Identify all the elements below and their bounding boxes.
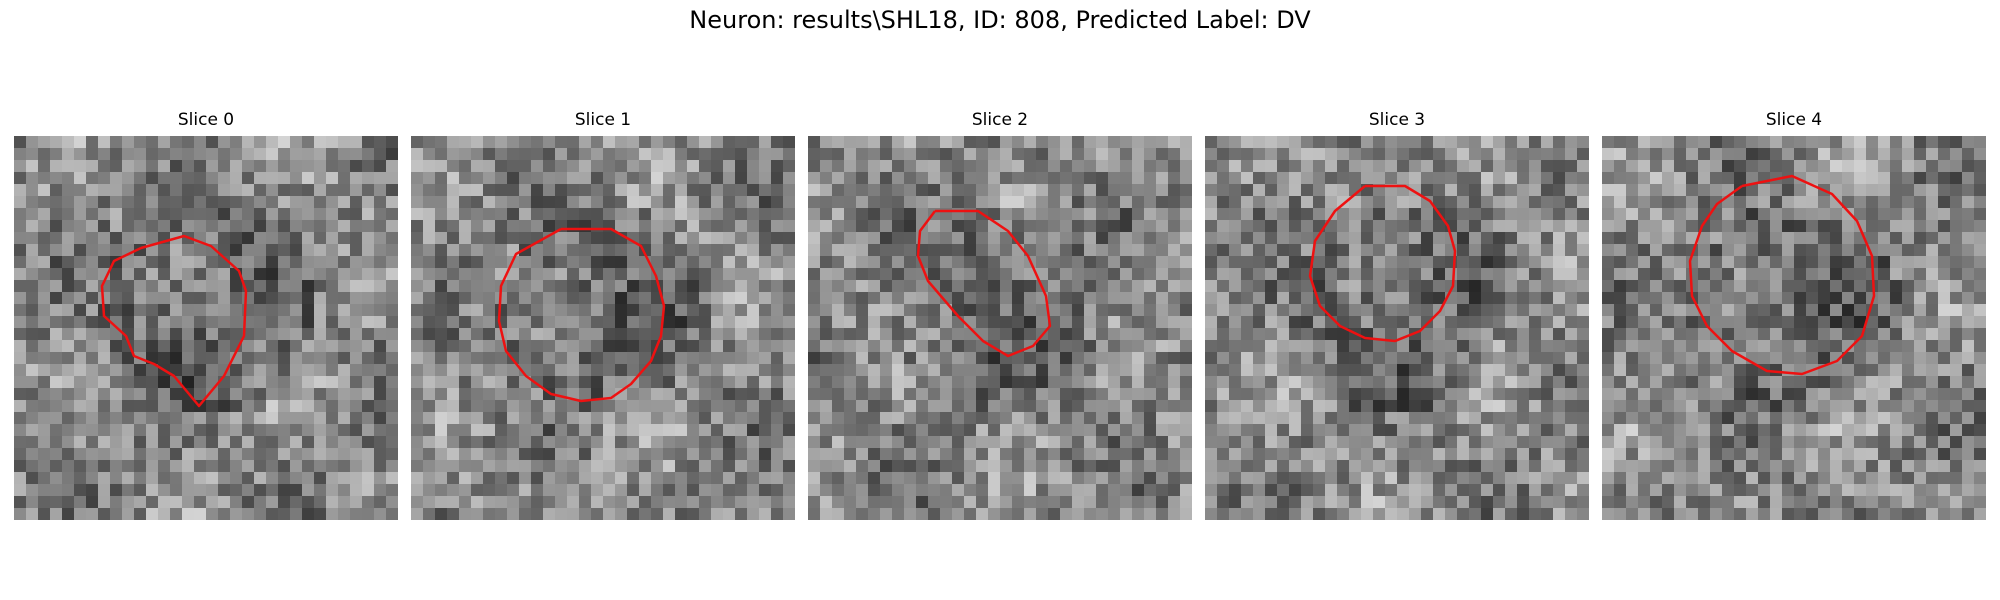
neuron-contour — [497, 227, 666, 403]
slice-panel-0: Slice 0 — [14, 108, 398, 520]
grayscale-slice-image — [1205, 136, 1589, 520]
slice-title: Slice 1 — [574, 110, 632, 130]
slice-panel-2: Slice 2 — [808, 108, 1192, 520]
slice-image — [14, 136, 398, 520]
grayscale-slice-image — [411, 136, 795, 520]
figure-title: Neuron: results\SHL18, ID: 808, Predicte… — [689, 6, 1311, 34]
slice-title: Slice 2 — [971, 110, 1029, 130]
neuron-contour — [1308, 184, 1457, 343]
slice-image — [1602, 136, 1986, 520]
neuron-contour-overlay — [1308, 184, 1457, 343]
slice-title: Slice 3 — [1368, 110, 1426, 130]
slice-panel-3: Slice 3 — [1205, 108, 1589, 520]
slice-image — [411, 136, 795, 520]
slice-panel-4: Slice 4 — [1602, 108, 1986, 520]
slice-panel-1: Slice 1 — [411, 108, 795, 520]
grayscale-slice-image — [808, 136, 1192, 520]
neuron-contour-overlay — [916, 209, 1052, 358]
slice-title: Slice 0 — [177, 110, 235, 130]
grayscale-slice-image — [1602, 136, 1986, 520]
slice-image — [1205, 136, 1589, 520]
neuron-contour-overlay — [1688, 174, 1876, 376]
neuron-contour-overlay — [100, 234, 248, 408]
neuron-contour — [100, 234, 248, 408]
neuron-contour — [1688, 174, 1876, 376]
grayscale-slice-image — [14, 136, 398, 520]
neuron-contour — [916, 209, 1052, 358]
neuron-contour-overlay — [497, 227, 666, 403]
slice-title: Slice 4 — [1765, 110, 1823, 130]
slice-image — [808, 136, 1192, 520]
